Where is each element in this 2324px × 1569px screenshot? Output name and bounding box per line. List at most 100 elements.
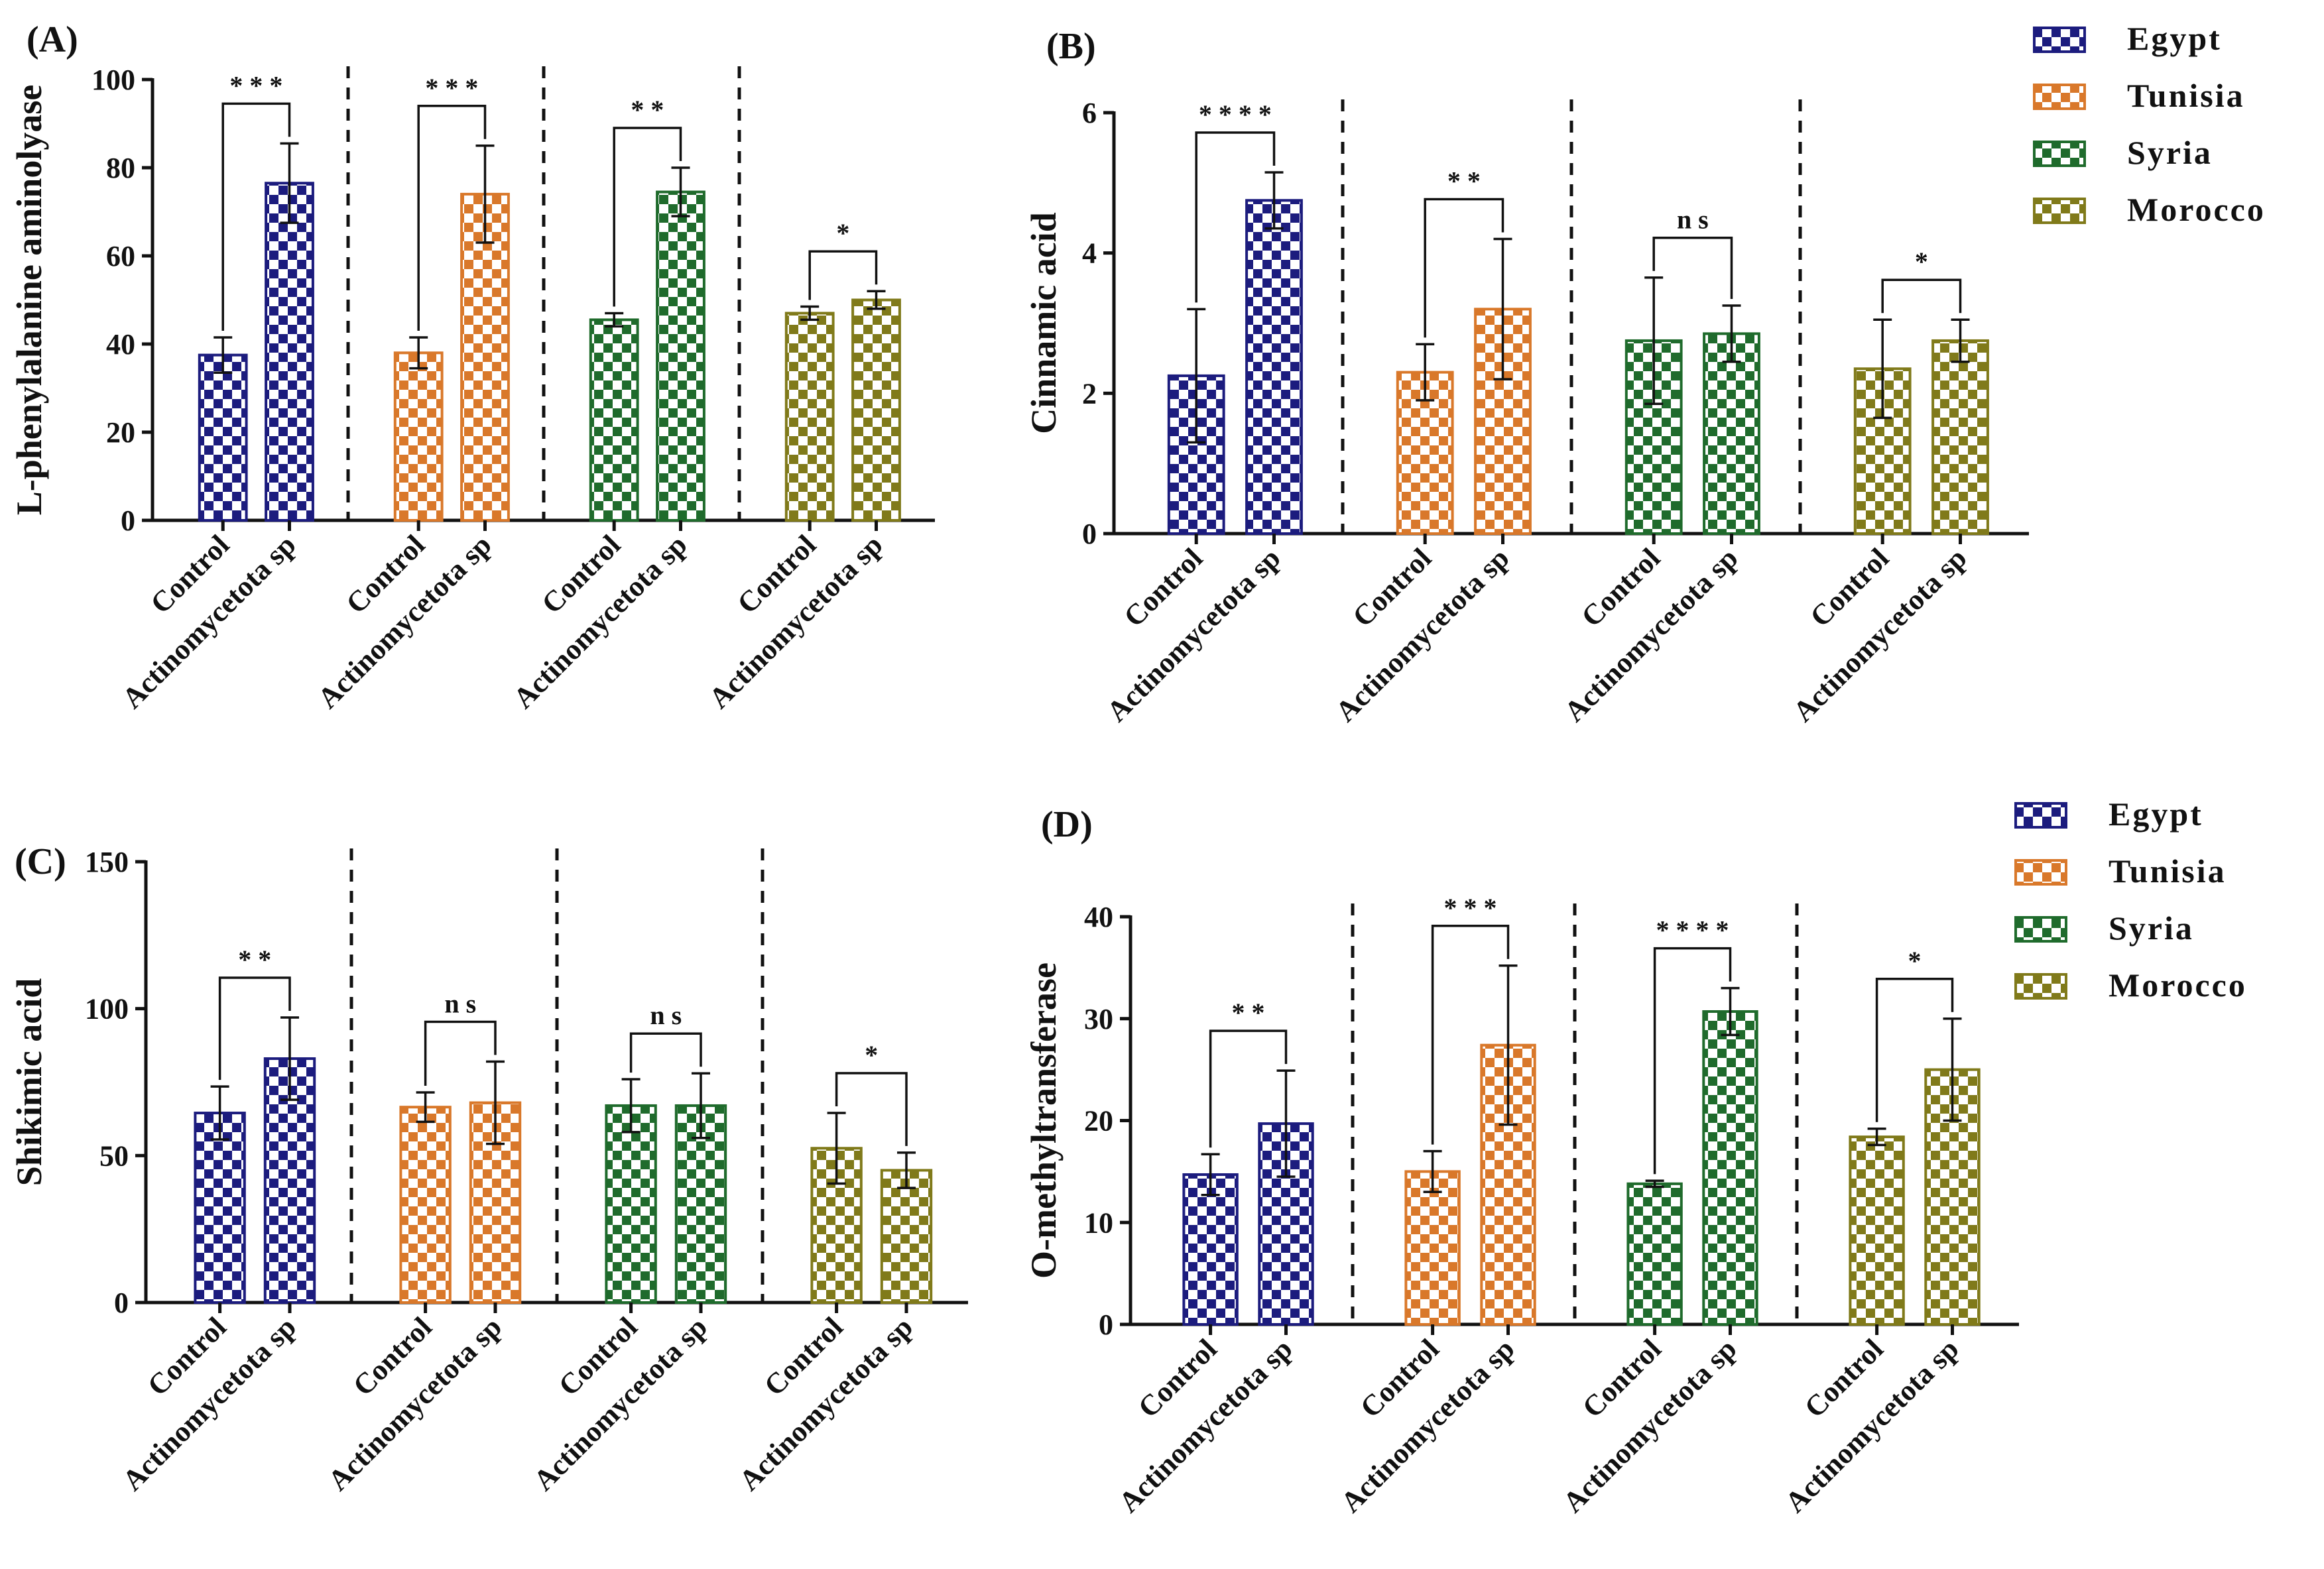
chart-panel-c: (C)Shikimic acid050100150ControlActinomy… bbox=[9, 841, 968, 1497]
significance-bracket bbox=[1195, 131, 1276, 303]
y-axis-title: O-methyltransferase bbox=[1024, 962, 1064, 1279]
legend-label-tunisia: Tunisia bbox=[2109, 852, 2227, 890]
panel-label: (D) bbox=[1041, 804, 1093, 845]
significance-label: ** bbox=[631, 95, 670, 125]
y-tick-label: 10 bbox=[1084, 1206, 1113, 1239]
chart-panel-a: (A) L-phenylalanine aminolyase 0 20 40 60 80 10… bbox=[9, 19, 935, 715]
y-tick-label: 40 bbox=[1084, 901, 1113, 933]
legend-label-egypt: Egypt bbox=[2127, 20, 2222, 57]
significance-bracket bbox=[1653, 947, 1732, 1175]
legend-label-morocco: Morocco bbox=[2127, 191, 2266, 228]
panel-label: (B) bbox=[1046, 26, 1096, 67]
significance-bracket bbox=[1209, 1029, 1288, 1148]
significance-label: *** bbox=[229, 70, 289, 100]
panel-label: (C) bbox=[15, 841, 66, 882]
y-tick-label: 150 bbox=[85, 846, 129, 878]
y-tick-label: 50 bbox=[99, 1139, 129, 1172]
y-axis-title: Cinnamic acid bbox=[1024, 212, 1064, 434]
significance-label: ns bbox=[444, 988, 483, 1018]
legend: Egypt Tunisia Syria Morocco bbox=[2014, 795, 2247, 1004]
bar-morocco-control bbox=[784, 312, 835, 522]
bar-syria-actinomycetota-sp bbox=[1703, 332, 1760, 535]
legend-label-syria: Syria bbox=[2127, 134, 2213, 171]
significance-label: **** bbox=[1199, 99, 1278, 129]
legend-swatch-syria bbox=[2033, 141, 2086, 167]
significance-label: ** bbox=[1232, 998, 1272, 1027]
significance-bracket bbox=[1431, 925, 1510, 1145]
significance-label: ns bbox=[1677, 205, 1715, 235]
significance-label: ** bbox=[238, 945, 278, 974]
y-tick-label: 60 bbox=[106, 240, 135, 272]
chart-panel-b: (B)Cinnamic acid0246ControlActinomycetot… bbox=[1024, 26, 2029, 728]
significance-label: * bbox=[1915, 247, 1935, 276]
bar-tunisia-actinomycetota-sp bbox=[460, 192, 510, 522]
legend-label-egypt: Egypt bbox=[2109, 795, 2203, 833]
significance-label: ns bbox=[650, 1000, 688, 1030]
y-tick-label: 0 bbox=[114, 1287, 129, 1319]
bar-syria-actinomycetota-sp bbox=[656, 190, 705, 522]
bar-egypt-actinomycetota-sp bbox=[265, 182, 314, 522]
y-tick-label: 0 bbox=[1082, 518, 1097, 550]
significance-bracket bbox=[218, 976, 291, 1080]
y-tick-label: 40 bbox=[106, 328, 135, 361]
significance-bracket bbox=[629, 1032, 702, 1073]
bar-tunisia-control bbox=[393, 351, 444, 522]
bar-morocco-actinomycetota-sp bbox=[851, 298, 901, 522]
y-axis-title: Shikimic acid bbox=[9, 978, 49, 1187]
legend-swatch-tunisia bbox=[2033, 84, 2086, 110]
chart-panel-d: (D)O-methyltransferase010203040ControlAc… bbox=[1024, 804, 2019, 1519]
significance-bracket bbox=[417, 105, 487, 331]
bar-morocco-control bbox=[1849, 1135, 1905, 1326]
significance-bracket bbox=[1875, 978, 1954, 1122]
y-tick-label: 2 bbox=[1082, 377, 1097, 410]
y-tick-label: 80 bbox=[106, 152, 135, 184]
legend-swatch-tunisia bbox=[2014, 859, 2067, 886]
y-tick-label: 0 bbox=[121, 504, 135, 537]
y-tick-label: 100 bbox=[85, 993, 129, 1025]
bar-egypt-control bbox=[194, 1112, 246, 1305]
legend-swatch-syria bbox=[2014, 916, 2067, 943]
significance-bracket bbox=[1881, 278, 1962, 314]
significance-bracket bbox=[808, 250, 878, 300]
y-tick-label: 30 bbox=[1084, 1003, 1113, 1035]
legend: Egypt Tunisia Syria Morocco bbox=[2033, 20, 2266, 228]
bar-morocco-actinomycetota-sp bbox=[880, 1169, 933, 1304]
panel-label: (A) bbox=[27, 19, 78, 60]
significance-label: *** bbox=[425, 73, 485, 103]
legend-swatch-egypt bbox=[2033, 27, 2086, 53]
legend-label-tunisia: Tunisia bbox=[2127, 77, 2245, 114]
bar-egypt-control bbox=[198, 353, 248, 522]
significance-label: * bbox=[836, 218, 856, 248]
legend-swatch-morocco bbox=[2014, 973, 2067, 1000]
bar-morocco-actinomycetota-sp bbox=[1931, 339, 1989, 535]
significance-bracket bbox=[613, 127, 682, 307]
legend-swatch-morocco bbox=[2033, 198, 2086, 224]
bar-tunisia-control bbox=[1404, 1170, 1461, 1326]
bar-syria-control bbox=[589, 318, 639, 522]
bar-egypt-control bbox=[1182, 1173, 1239, 1326]
significance-bracket bbox=[835, 1072, 908, 1146]
y-tick-label: 100 bbox=[92, 64, 135, 96]
legend-label-morocco: Morocco bbox=[2109, 966, 2247, 1004]
legend-label-syria: Syria bbox=[2109, 909, 2194, 947]
bar-egypt-actinomycetota-sp bbox=[1245, 199, 1303, 535]
significance-label: * bbox=[1908, 946, 1928, 976]
significance-bracket bbox=[424, 1020, 497, 1086]
y-tick-label: 4 bbox=[1082, 237, 1097, 270]
bar-syria-control bbox=[605, 1104, 657, 1304]
significance-bracket bbox=[1424, 198, 1504, 338]
y-tick-label: 20 bbox=[106, 416, 135, 449]
bar-syria-actinomycetota-sp bbox=[1702, 1010, 1758, 1326]
bar-tunisia-control bbox=[399, 1106, 452, 1305]
bar-syria-control bbox=[1626, 1182, 1683, 1326]
significance-bracket bbox=[1652, 236, 1733, 300]
y-tick-label: 20 bbox=[1084, 1105, 1113, 1137]
y-tick-label: 6 bbox=[1082, 97, 1097, 129]
significance-label: *** bbox=[1444, 893, 1504, 923]
significance-label: ** bbox=[1447, 166, 1487, 196]
y-axis-title: L-phenylalanine aminolyase bbox=[9, 85, 49, 516]
y-tick-label: 0 bbox=[1099, 1308, 1113, 1341]
legend-swatch-egypt bbox=[2014, 802, 2067, 829]
bar-morocco-actinomycetota-sp bbox=[1924, 1068, 1981, 1326]
